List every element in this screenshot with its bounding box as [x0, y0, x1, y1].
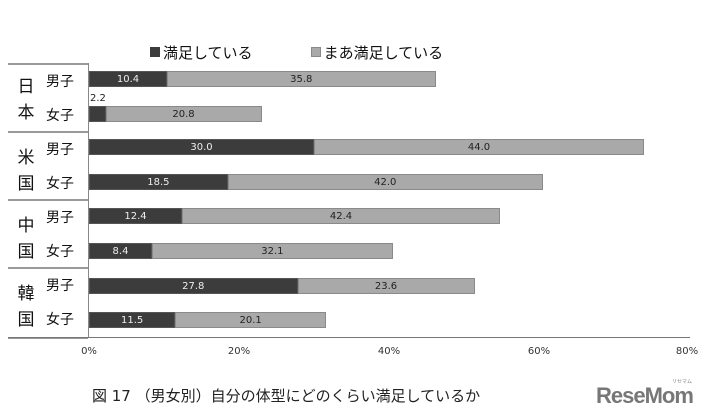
bar-segment-satisfied: 8.4	[89, 243, 152, 259]
bar-segment-satisfied: 10.4	[89, 71, 167, 87]
bar-segment-somewhat: 35.8	[167, 71, 436, 87]
country-label-usa: 米 国	[16, 145, 36, 197]
group-korea: 韓 国 男子 女子	[8, 269, 88, 339]
y-axis-line	[88, 63, 89, 337]
gender-label-female: 女子	[46, 176, 74, 192]
gender-label-female: 女子	[46, 244, 74, 260]
country-label-japan: 日 本	[16, 74, 36, 126]
country-char: 本	[17, 103, 35, 123]
gender-label-male: 男子	[46, 142, 74, 158]
country-char: 国	[17, 310, 35, 330]
gender-label-female: 女子	[46, 108, 74, 124]
bar-row: 20.8	[89, 106, 262, 122]
gender-label-male: 男子	[46, 74, 74, 90]
resemom-logo: ReseMom	[596, 383, 694, 408]
bar-segment-somewhat: 32.1	[152, 243, 393, 259]
group-usa: 米 国 男子 女子	[8, 133, 88, 201]
bar-segment-satisfied: 18.5	[89, 174, 228, 190]
bar-segment-satisfied: 30.0	[89, 139, 314, 155]
country-char: 日	[17, 77, 35, 97]
country-label-korea: 韓 国	[16, 281, 36, 333]
figure-caption: 図 17 （男女別）自分の体型にどのくらい満足しているか	[92, 387, 481, 405]
gender-label-male: 男子	[46, 210, 74, 226]
legend-swatch-light	[310, 47, 321, 57]
bar-row: 10.4 35.8	[89, 71, 436, 87]
bar-segment-somewhat: 20.8	[105, 106, 262, 122]
legend: 満足している まあ満足している	[150, 40, 443, 64]
x-tick: 40%	[377, 346, 401, 357]
country-label-china: 中 国	[16, 213, 36, 265]
bar-row: 11.5 20.1	[89, 312, 326, 328]
x-tick: 0%	[81, 346, 97, 357]
bar-row: 27.8 23.6	[89, 278, 475, 294]
logo-ruby: リセマム	[672, 379, 693, 385]
bar-segment-somewhat: 44.0	[314, 139, 644, 155]
country-char: 韓	[17, 284, 35, 304]
group-china: 中 国 男子 女子	[8, 201, 88, 269]
category-label-panel: 日 本 男子 女子 米 国 男子 女子 中 国 男子 女子 韓 国 男子 女子	[8, 63, 88, 339]
x-axis-line	[8, 337, 690, 338]
bar-segment-somewhat: 23.6	[297, 278, 475, 294]
bar-segment-satisfied: 27.8	[89, 278, 298, 294]
x-tick: 20%	[227, 346, 251, 357]
x-tick: 60%	[527, 346, 551, 357]
bar-row: 30.0 44.0	[89, 139, 644, 155]
country-char: 中	[17, 216, 35, 236]
bar-row: 8.4 32.1	[89, 243, 393, 259]
x-tick: 80%	[675, 346, 699, 357]
bar-segment-satisfied: 12.4	[89, 208, 182, 224]
bar-value-label: 2.2	[90, 93, 106, 104]
legend-item-somewhat: まあ満足している	[310, 42, 444, 63]
bar-row: 12.4 42.4	[89, 208, 500, 224]
country-char: 国	[17, 174, 35, 194]
legend-label-satisfied: 満足している	[163, 43, 253, 62]
group-japan: 日 本 男子 女子	[8, 65, 88, 133]
country-char: 国	[17, 242, 35, 262]
bar-segment-satisfied	[89, 106, 106, 122]
gender-label-female: 女子	[46, 312, 74, 328]
bar-segment-somewhat: 42.0	[227, 174, 543, 190]
bar-segment-satisfied: 11.5	[89, 312, 176, 328]
gender-label-male: 男子	[46, 278, 74, 294]
legend-swatch-dark	[150, 47, 160, 57]
legend-item-satisfied: 満足している	[150, 42, 253, 63]
bar-segment-somewhat: 42.4	[182, 208, 500, 224]
bar-row: 18.5 42.0	[89, 174, 543, 190]
country-char: 米	[17, 148, 35, 168]
legend-label-somewhat: まあ満足している	[323, 43, 444, 62]
bar-segment-somewhat: 20.1	[175, 312, 326, 328]
